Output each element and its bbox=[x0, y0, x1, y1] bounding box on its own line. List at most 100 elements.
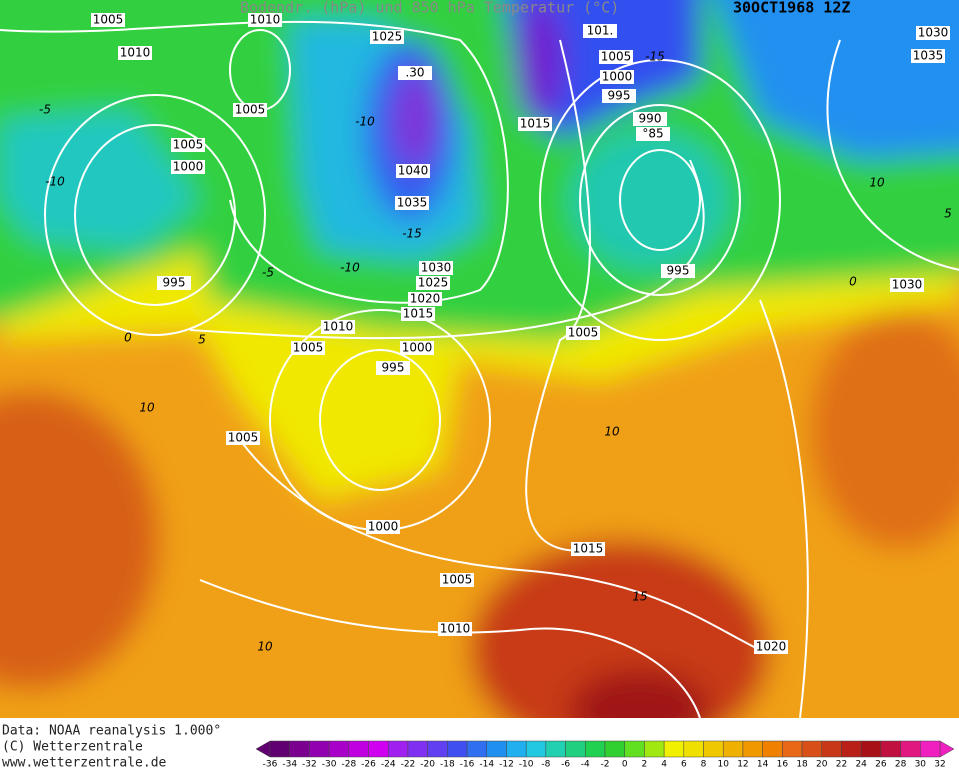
temperature-label: -10 bbox=[340, 261, 360, 275]
colorbar-tick-label: 2 bbox=[642, 760, 648, 770]
colorbar-tick-label: -12 bbox=[499, 760, 514, 770]
isobar bbox=[619, 149, 701, 251]
colorbar-tick-label: -22 bbox=[401, 760, 416, 770]
colorbar-swatch bbox=[427, 740, 448, 758]
colorbar-tick-label: 8 bbox=[701, 760, 707, 770]
colorbar-swatch bbox=[920, 740, 941, 758]
colorbar-swatch bbox=[821, 740, 842, 758]
colorbar-tick-label: -8 bbox=[541, 760, 550, 770]
colorbar-swatch bbox=[880, 740, 901, 758]
isobar-label-box bbox=[233, 103, 267, 117]
colorbar-tick-label: 26 bbox=[875, 760, 887, 770]
isobar-label: 1010 bbox=[250, 13, 281, 27]
temperature-label: -5 bbox=[262, 266, 274, 280]
isobar bbox=[189, 159, 705, 340]
isobar-label-box bbox=[395, 196, 429, 210]
colorbar-swatch bbox=[387, 740, 409, 758]
isobar-label-box bbox=[291, 341, 325, 355]
field bbox=[0, 390, 160, 690]
isobar-label-box bbox=[118, 46, 152, 60]
colorbar-swatch bbox=[289, 740, 310, 758]
isobar-label: 1005 bbox=[293, 341, 324, 355]
isobar-label: 1000 bbox=[173, 160, 204, 174]
isobar-label-box bbox=[583, 24, 617, 38]
colorbar-tick-label: -26 bbox=[361, 760, 376, 770]
field bbox=[393, 70, 437, 170]
colorbar-swatch bbox=[644, 740, 665, 758]
isobar-label-box bbox=[408, 292, 442, 306]
colorbar-swatch bbox=[742, 740, 763, 758]
isobar bbox=[826, 39, 959, 271]
colorbar-swatch bbox=[722, 740, 744, 758]
isobar-label-box bbox=[366, 520, 400, 534]
colorbar-swatch bbox=[604, 740, 625, 758]
colorbar-tick-label: 24 bbox=[855, 760, 867, 770]
isobar-label-box bbox=[321, 320, 355, 334]
isobar-label: 995 bbox=[163, 276, 186, 290]
colorbar-tick-label: 30 bbox=[915, 760, 927, 770]
colorbar-swatch bbox=[585, 740, 606, 758]
colorbar-swatch bbox=[466, 740, 488, 758]
colorbar-tick-label: -24 bbox=[381, 760, 396, 770]
isobar bbox=[759, 299, 809, 719]
colorbar-swatch bbox=[663, 740, 685, 758]
temperature-label: -15 bbox=[402, 227, 422, 241]
colorbar-swatch bbox=[801, 740, 823, 758]
colorbar-tick-label: -6 bbox=[561, 760, 570, 770]
isobar-label: 1010 bbox=[120, 46, 151, 60]
isobar-label-box bbox=[226, 431, 260, 445]
isobar-label-box bbox=[571, 542, 605, 556]
colorbar-swatch bbox=[368, 740, 389, 758]
isobar-label: 1025 bbox=[418, 276, 449, 290]
isobar-label: 1025 bbox=[372, 30, 403, 44]
isobar-label: 995 bbox=[608, 89, 631, 103]
isobar-label: 1035 bbox=[913, 49, 944, 63]
isobar-label: 1015 bbox=[573, 542, 604, 556]
temperature-label: 10 bbox=[869, 176, 885, 190]
colorbar-tick-label: -4 bbox=[581, 760, 590, 770]
temperature-label: 5 bbox=[198, 333, 206, 347]
colorbar-swatch bbox=[782, 740, 803, 758]
colorbar-tick-label: -10 bbox=[519, 760, 534, 770]
colorbar-swatch bbox=[624, 740, 645, 758]
isobar bbox=[199, 579, 701, 719]
isobar-label-box bbox=[661, 264, 695, 278]
isobar-label-box bbox=[440, 573, 474, 587]
colorbar-swatch bbox=[348, 740, 369, 758]
field bbox=[715, 0, 959, 160]
colorbar-tick-label: -32 bbox=[302, 760, 317, 770]
isobar-label: 1030 bbox=[421, 261, 452, 275]
isobar-label: 995 bbox=[667, 264, 690, 278]
isobar-label: 1005 bbox=[228, 431, 259, 445]
isobar-label-box bbox=[633, 112, 667, 126]
isobar bbox=[44, 94, 266, 336]
isobar-label-box bbox=[401, 307, 435, 321]
temperature-label: 0 bbox=[124, 331, 132, 345]
isobar-label-box bbox=[171, 138, 205, 152]
isobar-label-box bbox=[400, 341, 434, 355]
colorbar-swatch bbox=[545, 740, 566, 758]
colorbar-tick-label: -36 bbox=[263, 760, 278, 770]
colorbar-swatch bbox=[309, 740, 330, 758]
isobar-label: 1010 bbox=[323, 320, 354, 334]
colorbar-tick-label: -16 bbox=[460, 760, 475, 770]
isobar-label: 1015 bbox=[520, 117, 551, 131]
isobar-label-box bbox=[419, 261, 453, 275]
isobar-label-box bbox=[636, 127, 670, 141]
colorbar-swatch bbox=[841, 740, 862, 758]
colorbar-tick-label: 0 bbox=[622, 760, 628, 770]
colorbar-tick-label: 20 bbox=[816, 760, 828, 770]
isobar-label-box bbox=[600, 70, 634, 84]
temperature-label: 10 bbox=[604, 425, 620, 439]
isobar-label: 1035 bbox=[397, 196, 428, 210]
colorbar-tick-label: 28 bbox=[895, 760, 907, 770]
colorbar-swatch bbox=[407, 740, 428, 758]
isobar-label-box bbox=[911, 49, 945, 63]
isobar-label-box bbox=[602, 89, 636, 103]
colorbar-swatch bbox=[900, 740, 921, 758]
isobar-label: 995 bbox=[382, 361, 405, 375]
isobar bbox=[525, 39, 591, 552]
temperature-label: 10 bbox=[139, 401, 155, 415]
